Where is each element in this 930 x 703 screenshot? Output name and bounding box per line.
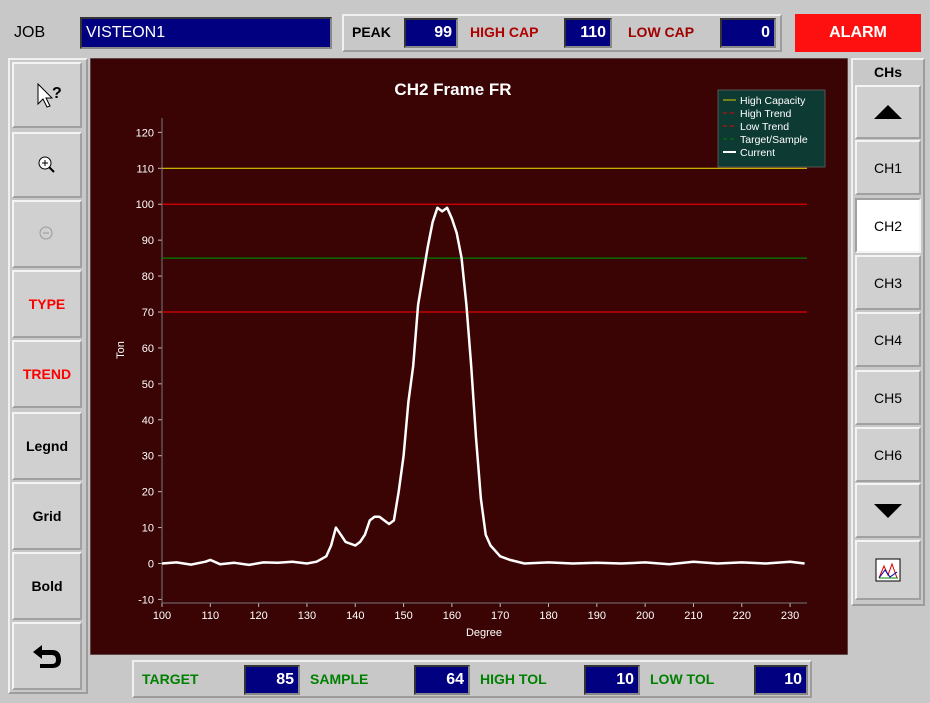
channel-button[interactable]: CH5: [855, 370, 921, 425]
channel-button[interactable]: CH2: [855, 198, 921, 253]
svg-text:?: ?: [52, 85, 62, 102]
job-label: JOB: [14, 24, 46, 41]
y-tick-label: 10: [142, 523, 154, 535]
x-tick-label: 200: [636, 610, 654, 622]
toolbar-button[interactable]: Bold: [12, 552, 82, 620]
down-icon: [874, 503, 902, 518]
x-tick-label: 210: [684, 610, 702, 622]
high-cap-field[interactable]: 110: [564, 18, 612, 48]
series-line: [161, 206, 805, 567]
x-tick-label: 190: [588, 610, 606, 622]
channels-label: CHs: [873, 64, 902, 80]
legend-box: [717, 89, 826, 168]
y-tick-label: 20: [142, 487, 154, 499]
zoom-out-icon: [39, 226, 53, 240]
legend-label: Current: [740, 147, 775, 159]
peak-field: 99: [404, 18, 458, 48]
y-tick-label: 110: [136, 163, 154, 175]
x-tick-label: 180: [539, 610, 557, 622]
up-icon: [874, 105, 902, 119]
sample-field[interactable]: 64: [414, 665, 470, 695]
toolbar-button[interactable]: Grid: [12, 482, 82, 550]
x-axis-label: Degree: [466, 627, 502, 639]
zoom-out-button[interactable]: [12, 200, 82, 268]
peak-label: PEAK: [352, 24, 391, 40]
low-tol-field[interactable]: 10: [754, 665, 808, 695]
low-tol-label: LOW TOL: [650, 671, 715, 687]
target-label: TARGET: [142, 671, 199, 687]
x-tick-label: 100: [153, 610, 171, 622]
high-tol-field[interactable]: 10: [584, 665, 640, 695]
job-field[interactable]: VISTEON1: [80, 17, 332, 49]
y-tick-label: 0: [148, 558, 154, 570]
help-icon: ?: [37, 82, 62, 108]
y-tick-label: 50: [142, 379, 154, 391]
target-field[interactable]: 85: [244, 665, 300, 695]
x-tick-label: 150: [394, 610, 412, 622]
y-tick-label: 120: [136, 127, 154, 139]
low-cap-field[interactable]: 0: [720, 18, 776, 48]
zoom-in-icon: [38, 156, 55, 173]
x-tick-label: 140: [346, 610, 364, 622]
scroll-down-button[interactable]: [855, 483, 921, 538]
x-tick-label: 220: [733, 610, 751, 622]
legend-label: High Trend: [740, 108, 792, 120]
legend-label: Low Trend: [740, 121, 789, 133]
legend-label: Target/Sample: [740, 134, 808, 146]
toolbar-button[interactable]: TREND: [12, 340, 82, 408]
x-tick-label: 130: [298, 610, 316, 622]
low-cap-label: LOW CAP: [628, 24, 695, 40]
y-tick-label: -10: [138, 594, 154, 606]
zoom-in-button[interactable]: [12, 132, 82, 198]
channel-button[interactable]: CH4: [855, 312, 921, 367]
y-tick-label: 40: [142, 415, 154, 427]
x-tick-label: 110: [202, 610, 220, 622]
y-tick-label: 60: [142, 343, 154, 355]
y-tick-label: 30: [142, 451, 154, 463]
y-tick-label: 100: [136, 199, 154, 211]
x-tick-label: 170: [491, 610, 509, 622]
legend-label: High Capacity: [740, 95, 806, 107]
back-icon: [33, 645, 61, 668]
high-cap-label: HIGH CAP: [470, 24, 539, 40]
x-tick-label: 160: [443, 610, 461, 622]
y-tick-label: 90: [142, 235, 154, 247]
channel-button[interactable]: CH3: [855, 255, 921, 310]
toolbar-button[interactable]: TYPE: [12, 270, 82, 338]
x-tick-label: 230: [781, 610, 799, 622]
channel-button[interactable]: CH6: [855, 427, 921, 482]
help-button[interactable]: ?: [12, 62, 82, 128]
sample-label: SAMPLE: [310, 671, 369, 687]
y-axis-label: Ton: [115, 341, 127, 359]
channel-button[interactable]: CH1: [855, 140, 921, 195]
scroll-up-button[interactable]: [855, 85, 921, 139]
alarm-indicator: ALARM: [795, 14, 921, 52]
overlay-button[interactable]: [855, 540, 921, 600]
x-tick-label: 120: [249, 610, 267, 622]
overlay-icon: [875, 558, 901, 582]
toolbar-button[interactable]: Legnd: [12, 412, 82, 480]
back-button[interactable]: [12, 622, 82, 690]
chart-title: CH2 Frame FR: [394, 80, 511, 99]
high-tol-label: HIGH TOL: [480, 671, 547, 687]
y-tick-label: 80: [142, 271, 154, 283]
y-tick-label: 70: [142, 307, 154, 319]
chart: CH2 Frame FR Degree Ton -10 0 10 20 30 40 50 60…: [90, 58, 848, 655]
